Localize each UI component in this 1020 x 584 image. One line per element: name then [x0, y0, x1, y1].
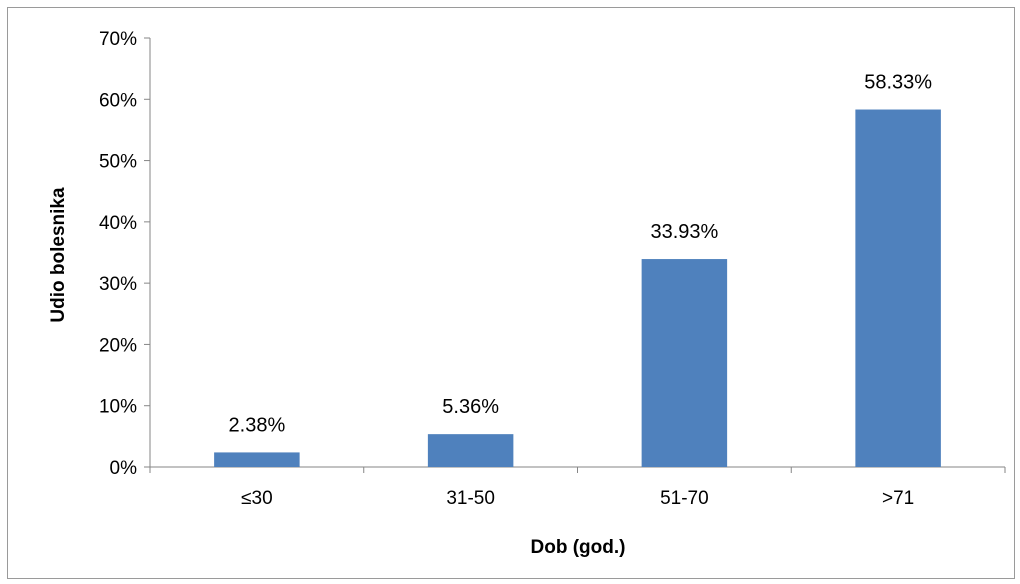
bar	[855, 109, 941, 467]
x-tick-label: >71	[882, 488, 914, 509]
bar-value-label: 33.93%	[650, 221, 718, 243]
y-tick-label: 50%	[99, 152, 137, 173]
y-tick-label: 30%	[99, 274, 137, 295]
data-labels: 2.38% 5.36% 33.93% 58.33%	[229, 72, 933, 437]
y-tick-label: 40%	[99, 213, 137, 234]
y-tick-label: 60%	[99, 90, 137, 111]
bar	[641, 259, 728, 467]
bar-value-label: 2.38%	[229, 414, 286, 436]
bar-value-label: 58.33%	[864, 72, 932, 94]
y-axis-title: Udio bolesnika	[48, 187, 69, 323]
bar	[427, 434, 514, 467]
chart-area	[7, 7, 1015, 579]
x-axis-title: Dob (god.)	[531, 537, 626, 558]
y-tick-label: 20%	[99, 335, 137, 356]
x-tick-label: ≤30	[241, 488, 273, 509]
y-tick-label: 0%	[110, 458, 138, 479]
bars	[214, 109, 941, 467]
x-tick-label: 31-50	[446, 488, 495, 509]
bar	[214, 452, 300, 467]
y-tick-label: 70%	[99, 29, 137, 50]
y-axis: 0% 10% 20% 30% 40% 50% 60% 70%	[99, 29, 151, 479]
x-axis: ≤30 31-50 51-70 >71	[149, 466, 1006, 509]
x-tick-label: 51-70	[660, 488, 709, 509]
bar-value-label: 5.36%	[442, 396, 499, 418]
y-tick-label: 10%	[99, 397, 137, 418]
